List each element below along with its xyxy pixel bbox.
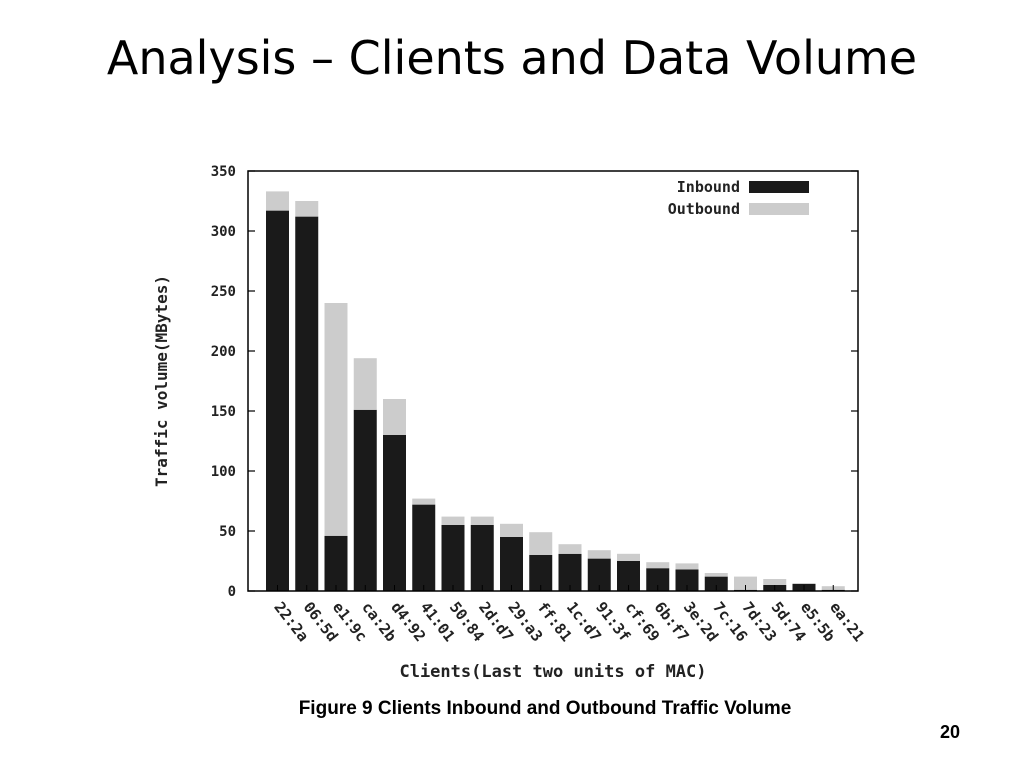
bar-outbound [763,579,787,585]
bar-inbound [441,525,465,591]
legend-swatch-inbound [749,181,809,193]
bar-outbound [412,498,436,505]
bar-outbound [295,201,319,217]
bar-inbound [383,435,406,591]
bar-outbound [441,516,465,525]
figure-caption: Figure 9 Clients Inbound and Outbound Tr… [298,698,792,719]
bar-inbound [353,409,377,591]
y-tick-label: 150 [211,404,236,420]
bar-outbound [587,550,611,559]
bar-outbound [646,562,670,569]
bar-inbound [470,525,494,591]
page-number: 20 [940,722,961,742]
bar-inbound [324,535,348,591]
bar-outbound [470,516,494,525]
x-axis-label: Clients(Last two units of MAC) [399,662,706,682]
y-tick-label: 0 [228,584,236,600]
bar-outbound [675,563,699,570]
legend-swatch-outbound [749,203,809,215]
bar-outbound [734,576,757,590]
y-axis: 0 50 100 150 200 250 300 350 [211,164,858,600]
bar-outbound [704,573,728,577]
y-axis-label: Traffic volume(MBytes) [152,275,171,487]
bar-outbound [383,399,406,435]
slide-title: Analysis – Clients and Data Volume [106,31,918,85]
bar-inbound [558,553,582,591]
legend-label-inbound: Inbound [677,178,740,196]
bar-outbound [500,523,523,537]
chart-container: 0 50 100 150 200 250 300 350 22:2a 06:5d e1:9c ca:… [145,160,885,690]
stacked-bar-chart: 0 50 100 150 200 250 300 350 22:2a06:5de1:9cca:… [152,164,868,682]
bar-inbound [587,558,611,591]
legend: Inbound Outbound [668,178,809,218]
bar-inbound [675,569,699,591]
bar-outbound [266,191,289,211]
bar-outbound [558,544,582,554]
bar-inbound [295,216,319,591]
y-tick-label: 350 [211,164,236,180]
bar-inbound [704,576,728,591]
bar-outbound [529,532,553,555]
bar-outbound [617,553,640,561]
bar-outbound [324,303,348,536]
y-tick-label: 100 [211,464,236,480]
bar-group [266,191,845,591]
bar-inbound [646,568,670,591]
bar-inbound [617,561,640,591]
bar-outbound [353,358,377,410]
y-tick-label: 50 [219,524,236,540]
y-tick-label: 300 [211,224,236,240]
bar-inbound [266,210,289,591]
bar-inbound [529,555,553,591]
bar-inbound [412,504,436,591]
legend-label-outbound: Outbound [668,200,740,218]
bar-inbound [500,537,523,591]
y-tick-label: 250 [211,284,236,300]
y-tick-label: 200 [211,344,236,360]
plot-frame [247,170,859,592]
x-axis: 22:2a06:5de1:9cca:2bd4:9241:0150:842d:d7… [270,585,868,645]
